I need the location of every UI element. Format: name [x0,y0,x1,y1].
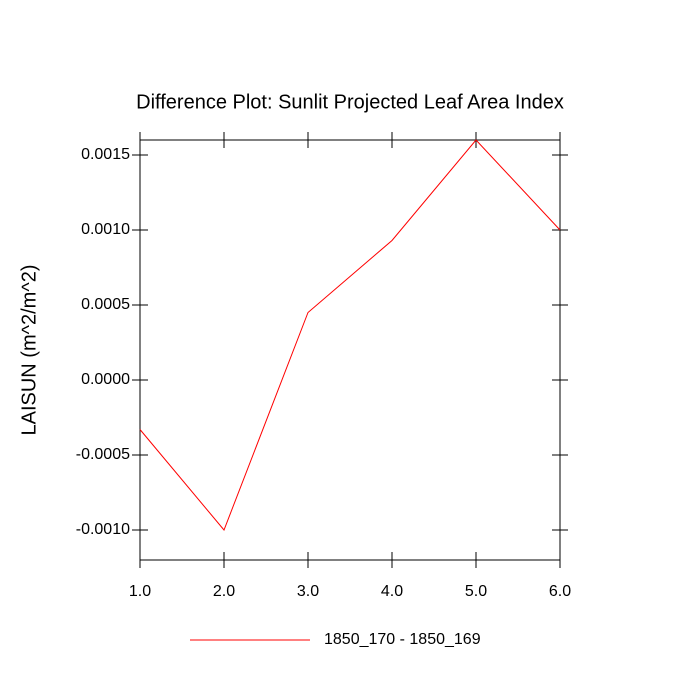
x-tick-label: 1.0 [129,583,151,600]
chart-title: Difference Plot: Sunlit Projected Leaf A… [136,91,564,113]
y-tick-label: 0.0000 [81,371,130,388]
y-tick-label: -0.0005 [76,446,130,463]
y-tick-label: 0.0015 [81,146,130,163]
plot-frame [139,139,561,561]
x-tick-label: 2.0 [213,583,235,600]
data-line [139,139,561,531]
y-tick-label: 0.0005 [81,296,130,313]
x-tick-label: 5.0 [465,583,487,600]
x-tick-label: 6.0 [549,583,571,600]
y-axis-label: LAISUN (m^2/m^2) [18,264,40,435]
y-tick-label: -0.0010 [76,521,130,538]
legend-label: 1850_170 - 1850_169 [324,631,481,648]
x-tick-label: 3.0 [297,583,319,600]
x-tick-label: 4.0 [381,583,403,600]
y-tick-label: 0.0010 [81,221,130,238]
